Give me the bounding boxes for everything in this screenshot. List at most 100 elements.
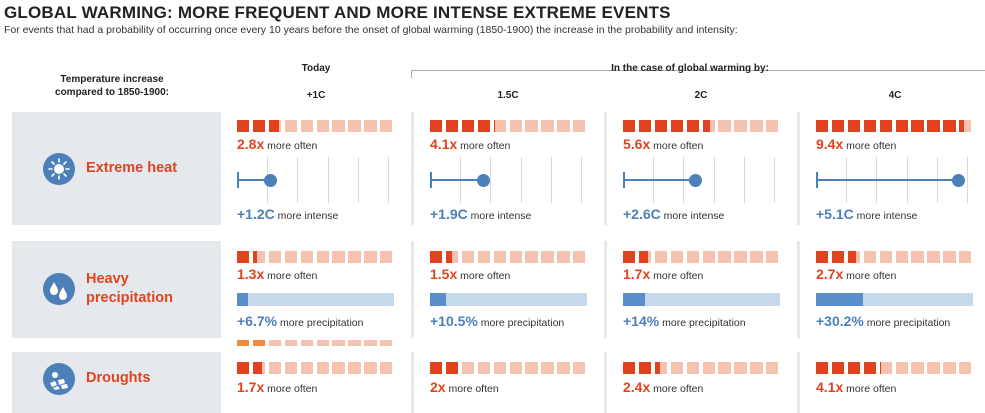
precipitation-label: +14% more precipitation: [623, 313, 746, 331]
precipitation-bar-fill: [816, 293, 864, 306]
drought-decor-square: [237, 340, 250, 346]
frequency-square-fill: [831, 362, 845, 374]
intensity-value: +1.9C: [430, 206, 468, 222]
frequency-value: 2.4x: [623, 379, 651, 395]
frequency-square: [573, 251, 586, 263]
chart-title: GLOBAL WARMING: MORE FREQUENT AND MORE I…: [4, 3, 671, 22]
frequency-square: [750, 251, 763, 263]
intensity-track: [623, 157, 780, 203]
frequency-square: [541, 362, 554, 374]
frequency-square: [959, 362, 972, 374]
precipitation-label: +30.2% more precipitation: [816, 313, 950, 331]
frequency-value: 4.1x: [816, 379, 844, 395]
drought-decor-square: [300, 340, 313, 346]
frequency-suffix: more often: [653, 270, 704, 282]
frequency-square-fill: [268, 120, 279, 132]
drought-decor-square: [364, 340, 377, 346]
frequency-square-fill: [654, 120, 668, 132]
frequency-square: [348, 251, 361, 263]
frequency-square: [718, 120, 731, 132]
frequency-square-fill: [816, 251, 829, 263]
intensity-line: [430, 179, 484, 181]
frequency-square-fill: [879, 120, 892, 132]
precipitation-value: +10.5%: [430, 313, 478, 329]
frequency-suffix: more often: [460, 140, 511, 152]
frequency-label: 2x more often: [430, 379, 499, 397]
frequency-square: [541, 251, 554, 263]
frequency-square: [316, 120, 329, 132]
frequency-square: [268, 362, 282, 374]
intensity-gridline: [966, 157, 968, 203]
intensity-value: +1.2C: [237, 206, 275, 222]
intensity-line: [237, 179, 271, 181]
row-label-header: Temperature increase compared to 1850-19…: [22, 73, 202, 99]
frequency-square: [895, 251, 908, 263]
cracked-earth-icon: [43, 363, 75, 395]
frequency-square: [300, 120, 313, 132]
drought-decor-square: [284, 340, 298, 346]
frequency-value: 9.4x: [816, 136, 844, 152]
scenario-header: In the case of global warming by:: [611, 63, 769, 74]
frequency-square-fill: [445, 120, 459, 132]
frequency-square: [332, 362, 345, 374]
precipitation-bar: [816, 293, 973, 306]
frequency-square: [348, 120, 361, 132]
intensity-dot: [264, 173, 278, 187]
frequency-squares: [430, 362, 586, 374]
frequency-label: 1.7x more often: [237, 379, 317, 397]
frequency-square: [943, 251, 956, 263]
frequency-square: [541, 120, 554, 132]
frequency-suffix: more often: [846, 270, 897, 282]
intensity-gridline: [327, 157, 329, 203]
precipitation-suffix: more precipitation: [480, 317, 565, 329]
cell: [414, 241, 604, 338]
frequency-square-fill: [831, 251, 845, 263]
frequency-square: [895, 362, 908, 374]
intensity-suffix: more intense: [663, 210, 725, 222]
frequency-square: [284, 120, 298, 132]
frequency-square-fill: [237, 251, 250, 263]
frequency-square: [734, 362, 747, 374]
intensity-dot: [689, 173, 703, 187]
frequency-squares: [430, 251, 586, 263]
frequency-squares: [816, 120, 972, 132]
frequency-square: [509, 251, 522, 263]
frequency-value: 1.3x: [237, 266, 265, 282]
frequency-square: [927, 251, 940, 263]
frequency-square-fill: [493, 120, 495, 132]
precipitation-bar: [623, 293, 780, 306]
cell: [221, 241, 411, 338]
cell: [221, 112, 411, 225]
intensity-value: +5.1C: [816, 206, 854, 222]
precipitation-bar-fill: [237, 293, 248, 306]
cell: [607, 241, 797, 338]
frequency-square-fill: [430, 251, 443, 263]
frequency-square-fill: [831, 120, 845, 132]
frequency-square: [364, 251, 377, 263]
frequency-squares: [623, 251, 779, 263]
frequency-square: [477, 362, 491, 374]
frequency-square: [380, 362, 393, 374]
frequency-squares: [237, 362, 393, 374]
intensity-label: +1.9C more intense: [430, 206, 531, 224]
raindrops-icon: [43, 273, 75, 305]
intensity-label: +2.6C more intense: [623, 206, 724, 224]
intensity-label: +5.1C more intense: [816, 206, 917, 224]
cracked-earth-glyph: [50, 372, 68, 390]
frequency-square-fill: [252, 120, 266, 132]
frequency-squares: [623, 120, 779, 132]
frequency-square: [879, 362, 892, 374]
intensity-line: [816, 179, 959, 181]
precipitation-value: +6.7%: [237, 313, 278, 329]
drought-decor-square: [332, 340, 345, 346]
row-label-heavy-precipitation: Heavy precipitation: [86, 270, 173, 308]
precipitation-label: +6.7% more precipitation: [237, 313, 363, 331]
intensity-gridline: [387, 157, 389, 203]
frequency-square: [461, 251, 475, 263]
frequency-square: [316, 251, 329, 263]
frequency-square-fill: [252, 362, 262, 374]
intensity-track: [237, 157, 394, 203]
frequency-square: [332, 120, 345, 132]
frequency-value: 1.5x: [430, 266, 458, 282]
frequency-square: [284, 251, 298, 263]
